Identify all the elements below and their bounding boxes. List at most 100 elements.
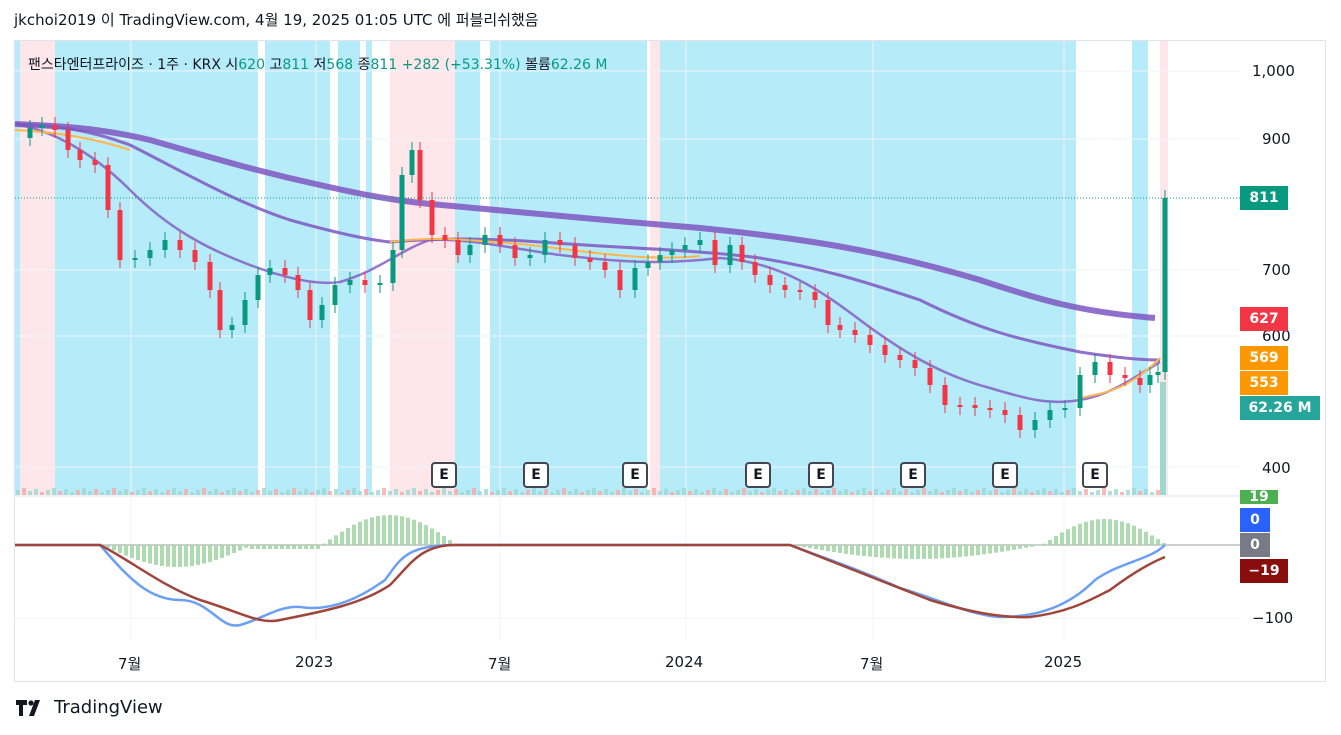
candle-body (527, 255, 533, 258)
volume-bar (196, 490, 200, 495)
volume-bar (454, 489, 458, 495)
volume-bar (778, 491, 782, 495)
macd-histogram-bar (934, 545, 938, 559)
candle-body (752, 262, 758, 275)
volume-bar (790, 492, 794, 495)
candle-body (1137, 378, 1143, 385)
candle-body (587, 258, 593, 262)
macd-histogram-bar (220, 545, 224, 558)
macd-histogram-bar (202, 545, 206, 564)
macd-histogram-bar (868, 545, 872, 557)
volume-bar (1012, 488, 1016, 495)
background-span (55, 41, 258, 495)
legend-high-value: 811 (282, 57, 310, 73)
candle-body (282, 268, 288, 275)
volume-bar (1042, 488, 1046, 495)
macd-histogram-bar (802, 545, 806, 548)
macd-histogram-bar (310, 545, 314, 549)
macd-histogram-bar (1078, 523, 1082, 545)
earnings-marker[interactable]: E (1082, 462, 1108, 488)
macd-histogram-bar (412, 519, 416, 545)
candle-body (617, 270, 623, 290)
earnings-marker[interactable]: E (745, 462, 771, 488)
macd-histogram-bar (334, 535, 338, 545)
macd-histogram-bar (838, 545, 842, 553)
volume-bar (106, 490, 110, 495)
candle-body (1107, 362, 1113, 375)
volume-bar (616, 490, 620, 495)
macd-histogram-bar (316, 545, 320, 549)
earnings-marker[interactable]: E (808, 462, 834, 488)
volume-bar (532, 488, 536, 495)
candle-body (27, 128, 33, 138)
volume-bar (82, 488, 86, 495)
candle-body (1002, 410, 1008, 415)
volume-bar (652, 488, 656, 495)
volume-bar (808, 491, 812, 495)
earnings-marker[interactable]: E (900, 462, 926, 488)
candle-body (77, 150, 83, 160)
earnings-marker[interactable]: E (523, 462, 549, 488)
macd-histogram-bar (280, 545, 284, 549)
macd-histogram-bar (844, 545, 848, 554)
volume-bar (154, 489, 158, 495)
candle-body (362, 280, 368, 285)
volume-bar (910, 492, 914, 495)
volume-bar (334, 489, 338, 495)
volume-bar (826, 490, 830, 495)
candle-body (267, 268, 273, 275)
earnings-marker[interactable]: E (431, 462, 457, 488)
macd-histogram-bar (1048, 539, 1052, 545)
volume-bar (448, 491, 452, 495)
volume-bar (130, 492, 134, 495)
macd-histogram-bar (442, 536, 446, 545)
volume-bar (310, 492, 314, 495)
background-highlights (15, 41, 1168, 495)
volume-bar (1030, 492, 1034, 495)
volume-bar (568, 491, 572, 495)
macd-histogram-bar (1060, 532, 1064, 545)
legend-open-value: 620 (238, 57, 265, 73)
macd-histogram-bar (406, 517, 410, 545)
volume-bar (274, 489, 278, 495)
macd-histogram-bar (1102, 519, 1106, 545)
macd-histogram-bar (226, 545, 230, 556)
legend-volume-value: 62.26 M (550, 57, 608, 73)
volume-bar (934, 489, 938, 495)
volume-bar (1066, 490, 1070, 495)
volume-bar (1126, 490, 1130, 495)
volume-bar (412, 488, 416, 495)
earnings-marker[interactable]: E (622, 462, 648, 488)
macd-histogram-bar (862, 545, 866, 557)
macd-histogram-bar (214, 545, 218, 561)
candle-body (782, 285, 788, 290)
macd-histogram-bar (448, 540, 452, 545)
volume-bar (40, 492, 44, 495)
macd-histogram-bar (910, 545, 914, 559)
earnings-marker[interactable]: E (992, 462, 1018, 488)
price-tick: 900 (1262, 130, 1291, 148)
volume-bar (382, 488, 386, 495)
macd-histogram-bar (1156, 539, 1160, 545)
volume-bar (190, 492, 194, 495)
macd-histogram-bar (394, 515, 398, 545)
volume-bar (466, 490, 470, 495)
time-tick: 2024 (665, 653, 704, 671)
macd-line-tag: 0 (1240, 508, 1270, 532)
macd-histogram-bar (898, 545, 902, 559)
volume-bar (886, 490, 890, 495)
volume-bar (136, 490, 140, 495)
volume-bar (706, 490, 710, 495)
macd-histogram-bar (814, 545, 818, 550)
volume-bar (484, 489, 488, 495)
macd-histogram-bar (190, 545, 194, 566)
macd-histogram-bar (328, 539, 332, 545)
chart-frame[interactable] (14, 40, 1326, 682)
candle-body (192, 250, 198, 262)
volume-bar (1090, 492, 1094, 495)
volume-bar (640, 492, 644, 495)
macd-histogram-bar (988, 545, 992, 554)
volume-bar (364, 489, 368, 495)
volume-bar (244, 489, 248, 495)
